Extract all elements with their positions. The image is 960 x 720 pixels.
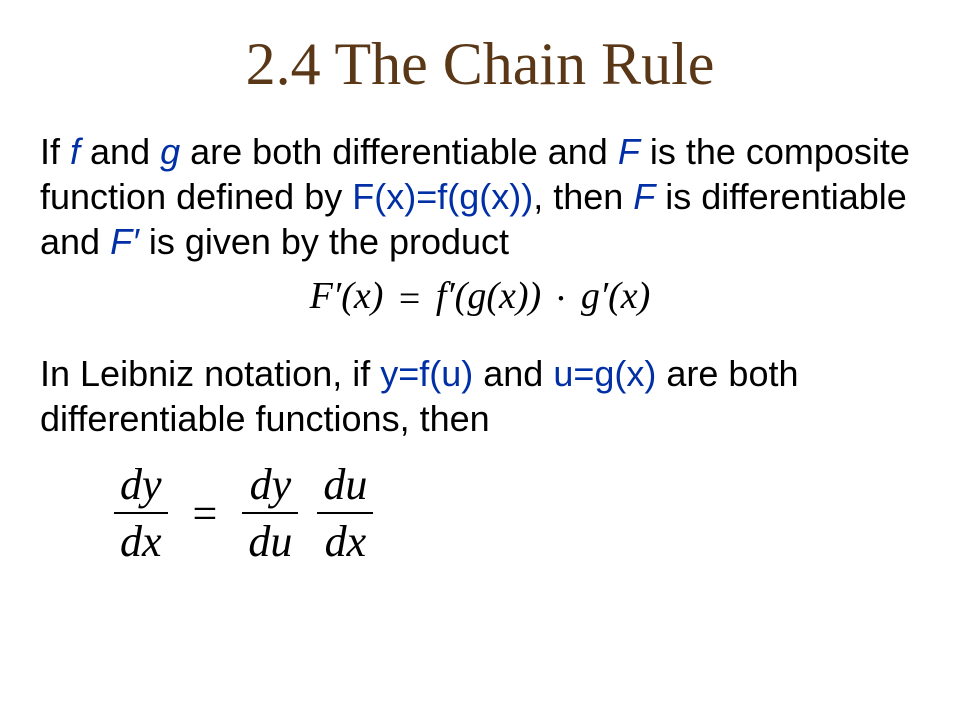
frac-dy-du: dy du xyxy=(242,459,298,567)
var-Fprime: F′ xyxy=(110,221,139,262)
eq-yfu: y=f(u) xyxy=(380,353,473,394)
text: In Leibniz notation, if xyxy=(40,353,380,394)
formula-chain-rule: F′(x) = f′(g(x)) · g′(x) xyxy=(40,274,920,321)
slide-title: 2.4 The Chain Rule xyxy=(40,30,920,99)
paragraph-2: In Leibniz notation, if y=f(u) and u=g(x… xyxy=(40,351,920,441)
formula-lhs: F′(x) xyxy=(310,275,384,317)
formula-rhs1: f′(g(x)) xyxy=(436,275,541,317)
numerator: dy xyxy=(242,459,298,514)
formula-leibniz: dy dx = dy du du dx xyxy=(110,459,920,567)
composite-eq: F(x)=f(g(x)) xyxy=(352,176,533,217)
slide: 2.4 The Chain Rule If f and g are both d… xyxy=(0,0,960,720)
paragraph-1: If f and g are both differentiable and F… xyxy=(40,129,920,264)
denominator: du xyxy=(242,514,298,567)
denominator: dx xyxy=(317,514,373,567)
equals: = xyxy=(193,488,218,539)
var-F: F xyxy=(618,131,640,172)
equals: = xyxy=(399,277,420,321)
frac-du-dx: du dx xyxy=(317,459,373,567)
text: and xyxy=(80,131,160,172)
numerator: du xyxy=(317,459,373,514)
eq-ugx: u=g(x) xyxy=(553,353,656,394)
dot: · xyxy=(555,277,568,321)
text: is given by the product xyxy=(139,221,509,262)
text: , then xyxy=(533,176,633,217)
formula-rhs2: g′(x) xyxy=(581,275,651,317)
text: and xyxy=(473,353,553,394)
frac-dy-dx: dy dx xyxy=(114,459,168,567)
var-F2: F xyxy=(633,176,655,217)
text: are both differentiable and xyxy=(180,131,618,172)
var-g: g xyxy=(160,131,180,172)
var-f: f xyxy=(70,131,80,172)
denominator: dx xyxy=(114,514,168,567)
text: If xyxy=(40,131,70,172)
numerator: dy xyxy=(114,459,168,514)
